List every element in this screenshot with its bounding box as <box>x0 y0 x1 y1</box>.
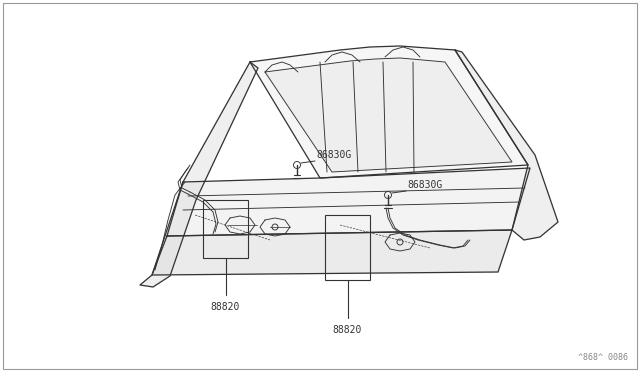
Text: 86830G: 86830G <box>316 150 351 160</box>
Polygon shape <box>455 50 558 240</box>
Text: 88820: 88820 <box>333 325 362 335</box>
Bar <box>203 200 248 258</box>
Polygon shape <box>167 168 530 236</box>
Polygon shape <box>152 230 512 275</box>
Bar <box>325 215 370 280</box>
Text: 86830G: 86830G <box>407 180 442 190</box>
Polygon shape <box>265 58 512 172</box>
Text: ^868^ 0086: ^868^ 0086 <box>578 353 628 362</box>
Polygon shape <box>140 62 258 287</box>
Polygon shape <box>250 46 528 178</box>
Text: 88820: 88820 <box>211 302 240 312</box>
